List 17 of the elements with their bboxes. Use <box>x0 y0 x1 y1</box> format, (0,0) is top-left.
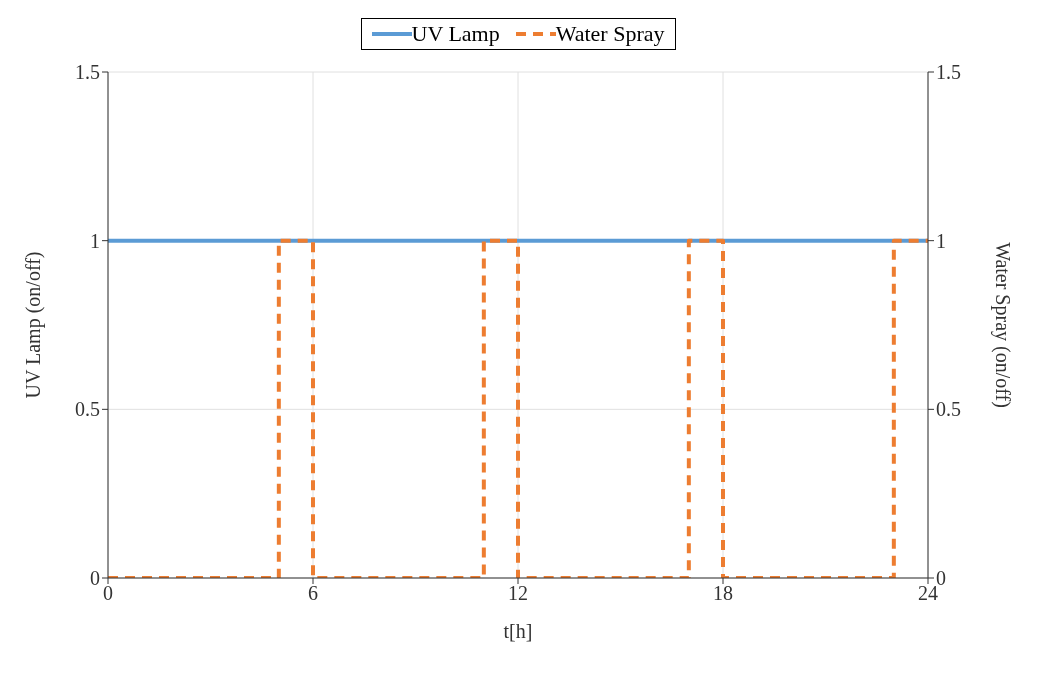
y2-tick-label: 1 <box>936 229 946 252</box>
y-tick-label: 1.5 <box>75 61 100 84</box>
x-axis-title: t[h] <box>503 620 533 642</box>
x-tick-label: 12 <box>508 582 528 605</box>
y-tick-label: 0.5 <box>75 398 100 421</box>
y-tick-label: 0 <box>90 567 100 590</box>
y2-axis-title: Water Spray (on/off) <box>990 242 1014 408</box>
x-tick-label: 6 <box>308 582 318 605</box>
y2-tick-label: 0 <box>936 567 946 590</box>
x-tick-label: 24 <box>918 582 938 605</box>
x-tick-label: 18 <box>713 582 733 605</box>
y-axis-title: UV Lamp (on/off) <box>22 251 46 399</box>
legend-label: Water Spray <box>555 21 665 47</box>
legend-label: UV Lamp <box>411 21 500 47</box>
y2-tick-label: 0.5 <box>936 398 961 421</box>
y-tick-label: 1 <box>90 229 100 252</box>
y2-tick-label: 1.5 <box>936 61 961 84</box>
